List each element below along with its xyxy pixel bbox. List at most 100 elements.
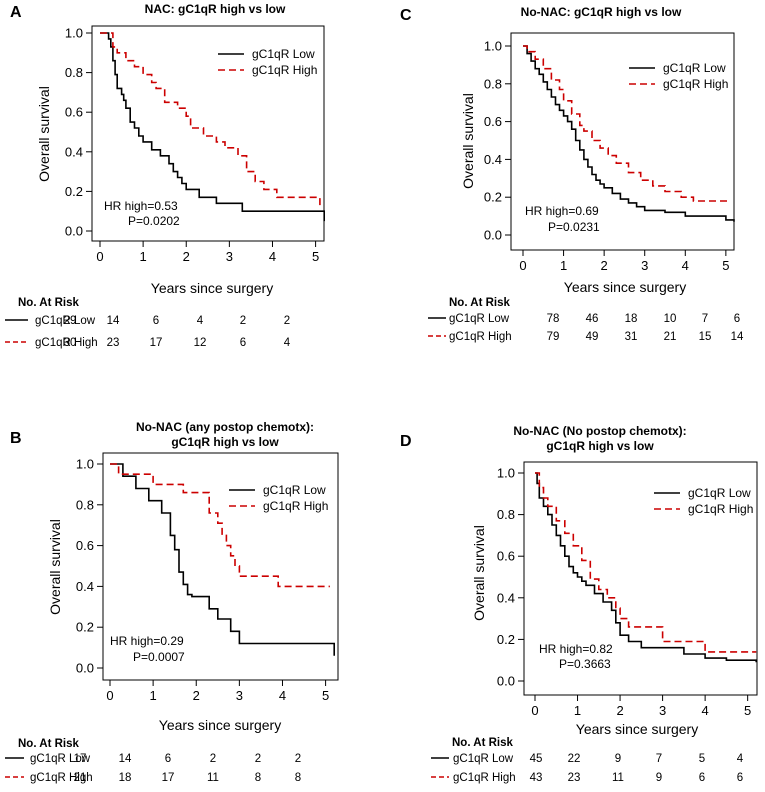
panel-letter: A bbox=[10, 4, 22, 21]
y-tick-label: 0.8 bbox=[65, 65, 83, 80]
legend-label-high: gC1qR High bbox=[263, 499, 328, 513]
y-tick-label: 0.4 bbox=[484, 152, 502, 167]
x-axis-label: Years since surgery bbox=[576, 721, 698, 737]
at-risk-count: 6 bbox=[153, 315, 159, 327]
at-risk-count: 2 bbox=[284, 315, 290, 327]
at-risk-header: No. At Risk bbox=[18, 738, 80, 750]
series-line-high bbox=[100, 32, 321, 206]
y-tick-label: 0.8 bbox=[497, 507, 515, 522]
at-risk-count: 78 bbox=[547, 313, 560, 325]
hazard-ratio-label: HR high=0.69 bbox=[525, 204, 599, 218]
at-risk-count: 6 bbox=[165, 753, 171, 765]
x-tick-label: 0 bbox=[96, 249, 103, 264]
x-tick-label: 3 bbox=[226, 249, 233, 264]
y-axis-label: Overall survival bbox=[47, 519, 63, 615]
at-risk-row-label: gC1qR High bbox=[30, 772, 93, 784]
at-risk-count: 2 bbox=[240, 315, 246, 327]
at-risk-count: 46 bbox=[586, 313, 599, 325]
x-tick-label: 5 bbox=[322, 688, 329, 703]
y-tick-label: 0.2 bbox=[484, 190, 502, 205]
plot-frame bbox=[510, 32, 735, 251]
p-value-label: P=0.0231 bbox=[548, 220, 600, 234]
x-tick-label: 4 bbox=[279, 688, 286, 703]
at-risk-count: 29 bbox=[64, 315, 77, 327]
y-tick-label: 0.0 bbox=[65, 224, 83, 239]
x-tick-label: 2 bbox=[193, 688, 200, 703]
panel-d: D No-NAC (No postop chemotx):gC1qR high v… bbox=[400, 424, 758, 784]
x-tick-label: 1 bbox=[560, 258, 567, 273]
at-risk-table: No. At Risk gC1qR Low 78 46 18 10 7 6 gC1qR High… bbox=[428, 297, 744, 343]
chart-title: No-NAC (any postop chemotx): bbox=[136, 420, 314, 434]
x-tick-label: 5 bbox=[744, 703, 751, 718]
at-risk-count: 17 bbox=[162, 772, 175, 784]
at-risk-count: 10 bbox=[664, 313, 677, 325]
legend-label-low: gC1qR Low bbox=[688, 486, 751, 500]
at-risk-count: 5 bbox=[699, 753, 705, 765]
x-tick-label: 1 bbox=[140, 249, 147, 264]
x-tick-label: 1 bbox=[150, 688, 157, 703]
at-risk-row-label: gC1qR Low bbox=[453, 753, 514, 765]
at-risk-count: 11 bbox=[207, 772, 219, 784]
y-tick-label: 1.0 bbox=[484, 39, 502, 54]
at-risk-header: No. At Risk bbox=[18, 297, 80, 309]
x-tick-label: 3 bbox=[641, 258, 648, 273]
y-tick-label: 0.4 bbox=[497, 590, 515, 605]
x-tick-label: 0 bbox=[519, 258, 526, 273]
at-risk-count: 4 bbox=[737, 753, 744, 765]
at-risk-count: 22 bbox=[568, 753, 581, 765]
series-line-low bbox=[535, 472, 757, 663]
at-risk-count: 14 bbox=[107, 315, 120, 327]
at-risk-count: 8 bbox=[295, 772, 301, 784]
legend: gC1qR Low gC1qR High bbox=[229, 483, 328, 513]
at-risk-count: 23 bbox=[107, 337, 120, 349]
at-risk-row-label: gC1qR High bbox=[449, 331, 512, 343]
at-risk-count: 9 bbox=[656, 772, 662, 784]
at-risk-count: 31 bbox=[625, 331, 638, 343]
at-risk-count: 23 bbox=[568, 772, 581, 784]
legend-label-high: gC1qR High bbox=[688, 502, 753, 516]
y-tick-label: 0.2 bbox=[65, 184, 83, 199]
legend-label-low: gC1qR Low bbox=[252, 47, 315, 61]
chart-title: No-NAC: gC1qR high vs low bbox=[521, 5, 682, 19]
series-line-high bbox=[110, 463, 330, 588]
at-risk-count: 45 bbox=[530, 753, 543, 765]
at-risk-count: 11 bbox=[612, 772, 624, 784]
x-tick-label: 4 bbox=[682, 258, 689, 273]
series-line-low bbox=[523, 45, 735, 222]
x-tick-label: 5 bbox=[312, 249, 319, 264]
y-axis-label: Overall survival bbox=[471, 525, 487, 621]
series-line-high bbox=[523, 45, 730, 202]
x-tick-label: 3 bbox=[659, 703, 666, 718]
at-risk-count: 49 bbox=[586, 331, 599, 343]
at-risk-row-label: gC1qR Low bbox=[449, 313, 510, 325]
at-risk-count: 4 bbox=[197, 315, 204, 327]
at-risk-count: 6 bbox=[734, 313, 740, 325]
series-line-high bbox=[535, 472, 757, 653]
p-value-label: P=0.3663 bbox=[559, 657, 611, 671]
y-axis-label: Overall survival bbox=[460, 93, 476, 189]
x-axis-label: Years since surgery bbox=[159, 717, 281, 733]
y-tick-label: 0.4 bbox=[76, 579, 94, 594]
chart-title: gC1qR high vs low bbox=[546, 439, 654, 453]
y-tick-label: 0.8 bbox=[76, 497, 94, 512]
legend: gC1qR Low gC1qR High bbox=[218, 47, 317, 77]
at-risk-row-label: gC1qR Low bbox=[30, 753, 91, 765]
y-tick-label: 0.4 bbox=[65, 144, 83, 159]
y-tick-label: 1.0 bbox=[76, 457, 94, 472]
x-tick-label: 3 bbox=[236, 688, 243, 703]
chart-title: NAC: gC1qR high vs low bbox=[145, 2, 286, 16]
y-tick-label: 0.2 bbox=[497, 632, 515, 647]
at-risk-count: 2 bbox=[295, 753, 301, 765]
series-line-low bbox=[100, 32, 325, 222]
y-tick-label: 1.0 bbox=[65, 26, 83, 41]
at-risk-count: 8 bbox=[255, 772, 261, 784]
p-value-label: P=0.0007 bbox=[133, 650, 185, 664]
panel-letter: B bbox=[10, 430, 22, 447]
y-tick-label: 0.0 bbox=[497, 674, 515, 689]
at-risk-count: 17 bbox=[74, 753, 87, 765]
at-risk-count: 21 bbox=[74, 772, 87, 784]
at-risk-count: 6 bbox=[240, 337, 246, 349]
p-value-label: P=0.0202 bbox=[128, 214, 180, 228]
